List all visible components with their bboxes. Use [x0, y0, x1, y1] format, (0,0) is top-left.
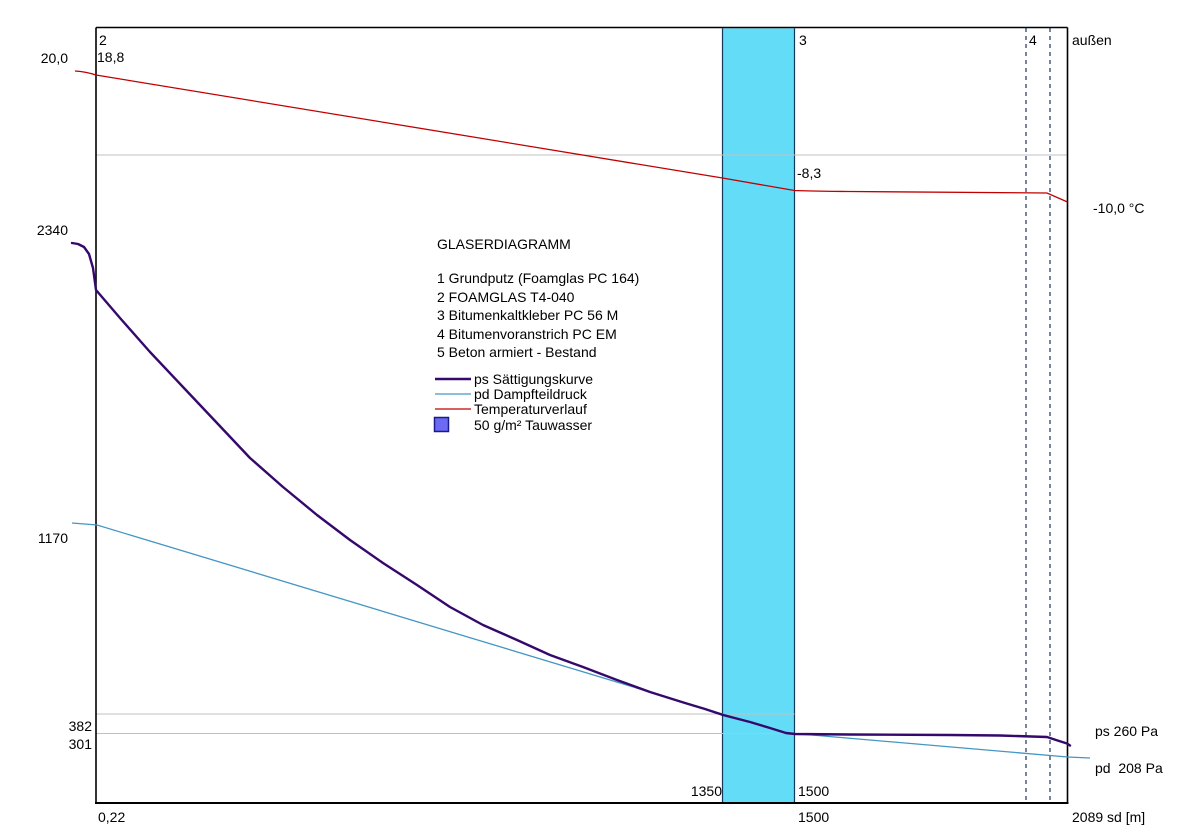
- label-outside-top: außen: [1072, 32, 1112, 48]
- label-sd-1500-below: 1500: [798, 809, 830, 825]
- pd-vapour-pressure-curve: [71, 522, 1091, 759]
- label-gridline-301: 301: [68, 736, 92, 752]
- label-ps-start-2340: 2340: [36, 222, 68, 238]
- label-sd-1350-inside: 1350: [690, 783, 722, 799]
- material-layer-4: 4 Bitumenvoranstrich PC EM: [437, 326, 617, 342]
- label-surface-temperature: 18,8: [97, 49, 125, 65]
- label-sd-1500-inside: 1500: [798, 783, 830, 799]
- ps-saturation-curve: [70, 241, 1072, 747]
- condensation-band: [722, 28, 795, 803]
- legend-label-pd: pd Dampfteildruck: [474, 386, 587, 402]
- legend-label-ps: ps Sättigungskurve: [474, 371, 594, 387]
- temperature-curve: [74, 70, 1068, 203]
- label-sd-start: 0,22: [98, 809, 126, 825]
- label-temperature-at-1500: -8,3: [797, 165, 822, 181]
- label-pd-start-1170: 1170: [37, 530, 68, 546]
- legend-condensate-swatch: [433, 416, 450, 433]
- legend-label-condensate: 50 g/m² Tauwasser: [474, 417, 593, 433]
- label-layer-3: 3: [799, 32, 807, 48]
- label-gridline-382: 382: [68, 718, 92, 734]
- label-pd-end-value: pd 208 Pa: [1095, 760, 1163, 776]
- material-layer-2: 2 FOAMGLAS T4-040: [437, 289, 575, 305]
- material-layer-5: 5 Beton armiert - Bestand: [437, 344, 597, 360]
- label-ps-end-value: ps 260 Pa: [1095, 723, 1159, 739]
- label-inside-air-temperature: 20,0: [40, 50, 68, 66]
- label-layer-4: 4: [1029, 32, 1037, 48]
- chart-title: GLASERDIAGRAMM: [437, 236, 571, 252]
- label-layer-2: 2: [99, 32, 107, 48]
- legend-label-temperature: Temperaturverlauf: [474, 401, 587, 417]
- material-layer-1: 1 Grundputz (Foamglas PC 164): [437, 270, 640, 286]
- material-layer-3: 3 Bitumenkaltkleber PC 56 M: [437, 307, 619, 323]
- label-outside-air-temperature: -10,0 °C: [1093, 200, 1145, 216]
- label-sd-end-unit: 2089 sd [m]: [1072, 809, 1146, 825]
